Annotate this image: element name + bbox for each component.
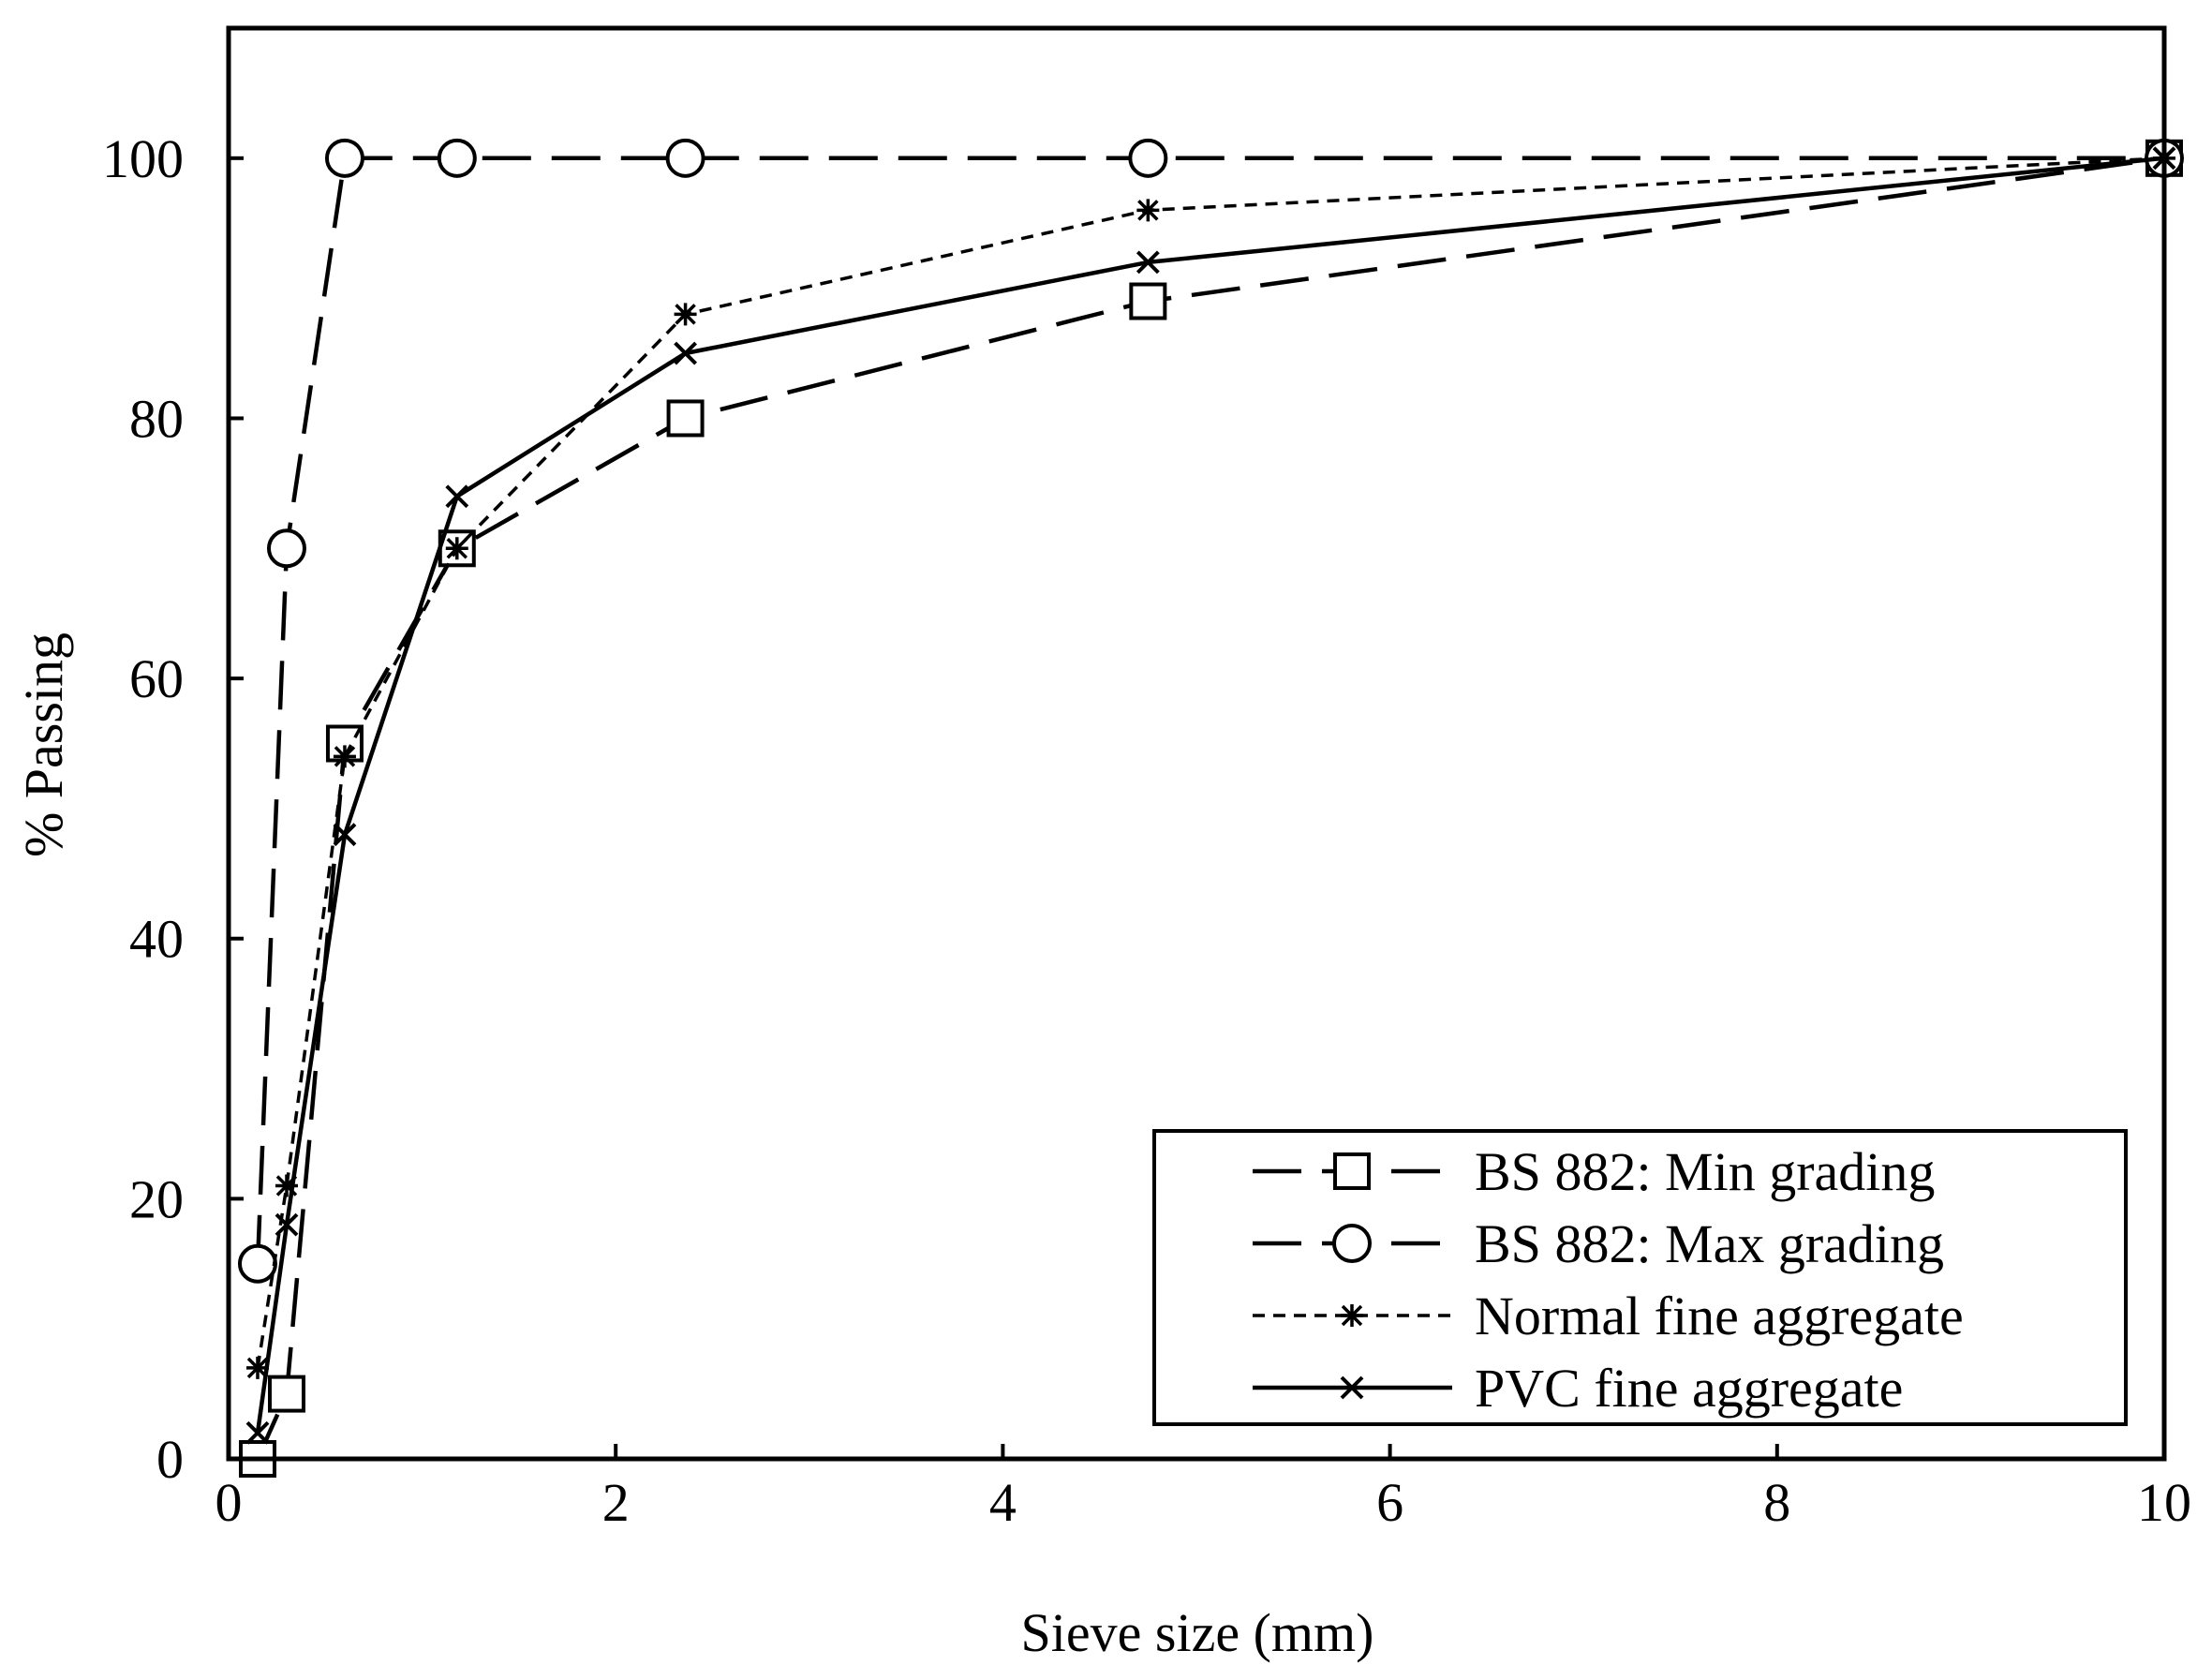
series-layer — [237, 138, 2184, 1478]
y-tick-label: 100 — [102, 128, 184, 189]
legend-item-4: PVC fine aggregate — [1253, 1358, 1903, 1419]
x-tick-label: 4 — [989, 1472, 1017, 1533]
series-3-point-6-asterisk-marker — [1136, 199, 1160, 222]
series-4-point-3-x-marker — [333, 823, 357, 847]
x-tick-label: 0 — [215, 1472, 243, 1533]
series-2-point-1-circle-marker — [237, 1243, 277, 1284]
legend-item-3: Normal fine aggregate — [1253, 1286, 1964, 1346]
legend-items: BS 882: Min grading BS 882: Max grading No… — [1253, 1141, 1964, 1419]
series-2-point-3-circle-marker — [324, 138, 364, 178]
legend-item-4-x-marker — [1340, 1375, 1364, 1400]
y-tick-label: 60 — [129, 648, 184, 709]
x-axis-title: Sieve size (mm) — [1021, 1602, 1374, 1663]
legend-item-4-label: PVC fine aggregate — [1475, 1358, 1903, 1419]
legend-item-1-square-marker — [1333, 1152, 1371, 1190]
series-3-point-1-asterisk-marker — [245, 1356, 269, 1379]
series-1-point-6-square-marker — [1129, 282, 1167, 320]
series-4-point-1-x-marker — [245, 1420, 270, 1445]
series-4-point-4-x-marker — [445, 484, 469, 509]
plot-frame — [226, 25, 2167, 1462]
series-3 — [245, 146, 2175, 1379]
legend: BS 882: Min grading BS 882: Max grading No… — [1152, 1129, 2128, 1426]
y-tick-label: 20 — [129, 1168, 184, 1229]
x-tick-label: 2 — [602, 1472, 630, 1533]
legend-item-3-asterisk-marker — [1341, 1304, 1363, 1327]
series-3-point-2-asterisk-marker — [275, 1174, 298, 1197]
series-2-point-5-circle-marker — [665, 138, 705, 178]
x-tick-label: 6 — [1376, 1472, 1403, 1533]
y-axis-title: % Passing — [13, 632, 74, 857]
series-3-point-4-asterisk-marker — [445, 537, 468, 560]
series-3-point-5-asterisk-marker — [674, 303, 697, 326]
series-4-point-5-x-marker — [674, 341, 697, 365]
y-tick-label: 40 — [129, 909, 184, 970]
y-tick-label: 80 — [129, 388, 184, 449]
legend-item-2-circle-marker — [1332, 1224, 1372, 1263]
legend-box — [1152, 1129, 2128, 1426]
legend-item-1: BS 882: Min grading — [1253, 1141, 1935, 1202]
series-1-point-2-square-marker — [267, 1375, 305, 1413]
y-tick-label: 0 — [156, 1429, 184, 1490]
x-tick-label: 8 — [1763, 1472, 1790, 1533]
legend-item-2: BS 882: Max grading — [1253, 1213, 1944, 1274]
legend-item-2-label: BS 882: Max grading — [1475, 1213, 1944, 1274]
legend-item-1-label: BS 882: Min grading — [1475, 1141, 1935, 1202]
series-4-point-6-x-marker — [1136, 250, 1160, 275]
series-3-point-3-asterisk-marker — [333, 745, 356, 768]
series-4-point-2-x-marker — [275, 1212, 299, 1237]
series-2-point-6-circle-marker — [1128, 138, 1168, 178]
series-1-point-5-square-marker — [666, 399, 705, 438]
series-2 — [237, 138, 2184, 1284]
series-2-point-2-circle-marker — [266, 528, 306, 569]
legend-item-3-label: Normal fine aggregate — [1475, 1286, 1964, 1346]
series-4 — [245, 146, 2176, 1445]
series-2-point-4-circle-marker — [437, 138, 477, 178]
x-tick-label: 10 — [2137, 1472, 2191, 1533]
